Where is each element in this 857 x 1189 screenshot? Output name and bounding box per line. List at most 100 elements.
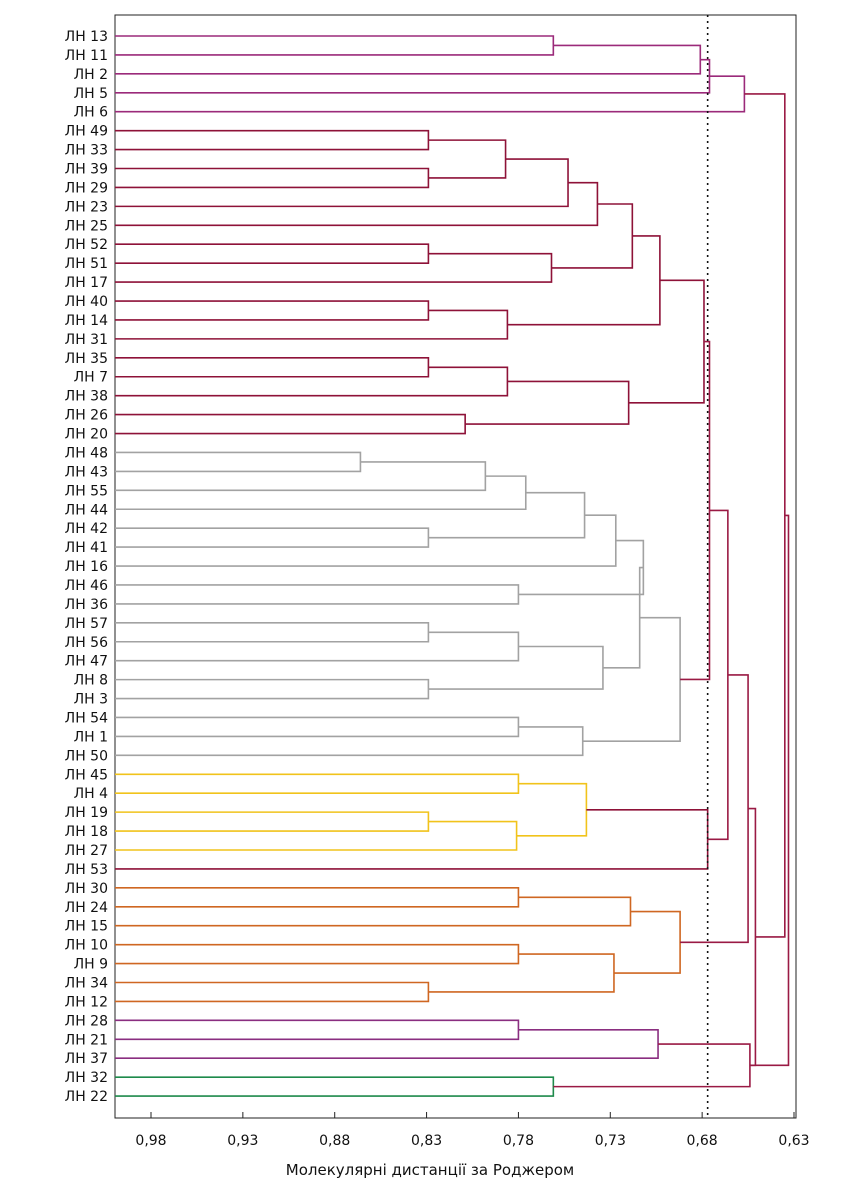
x-tick-label: 0,83 — [411, 1133, 442, 1149]
leaf-label: ЛН 18 — [65, 824, 108, 840]
x-axis-ticks: 0,98 0,93 0,88 0,83 0,78 0,73 0,68 0,63 — [135, 1112, 810, 1149]
dendrogram-link — [680, 340, 711, 681]
leaf-label: ЛН 15 — [65, 919, 108, 935]
dendrogram-link — [115, 252, 553, 283]
leaf-label: ЛН 41 — [65, 540, 108, 556]
dendrogram-link — [628, 279, 705, 404]
leaf-label: ЛН 50 — [65, 748, 108, 764]
leaf-label: ЛН 36 — [65, 597, 108, 613]
dendrogram-link — [516, 782, 588, 837]
dendrogram-link — [115, 357, 430, 378]
dendrogram-link — [748, 807, 757, 1067]
dendrogram-link — [115, 75, 746, 113]
dendrogram-link — [602, 566, 644, 669]
leaf-label: ЛН 48 — [65, 445, 108, 461]
dendrogram-link — [115, 129, 430, 151]
leaf-label: ЛН 54 — [65, 710, 108, 726]
leaf-label: ЛН 44 — [65, 502, 108, 518]
dendrogram-link — [115, 887, 520, 908]
dendrogram-link — [551, 203, 634, 269]
dendrogram-link — [115, 44, 702, 75]
dendrogram-link — [115, 808, 709, 870]
dendrogram-link — [115, 1019, 520, 1041]
leaf-label: ЛН 20 — [65, 427, 108, 443]
dendrogram-link — [115, 773, 520, 794]
leaf-label: ЛН 12 — [65, 994, 108, 1010]
leaf-label: ЛН 49 — [65, 124, 108, 140]
dendrogram-link — [115, 413, 466, 435]
leaf-label: ЛН 16 — [65, 559, 108, 575]
leaf-label: ЛН 46 — [65, 578, 108, 594]
dendrogram-link — [507, 235, 661, 326]
leaf-label: ЛН 51 — [65, 256, 108, 272]
dendrogram-link — [115, 167, 430, 189]
dendrogram-link — [744, 93, 786, 938]
dendrogram-link — [115, 158, 569, 208]
leaf-label: ЛН 38 — [65, 389, 108, 405]
x-tick-label: 0,88 — [319, 1133, 350, 1149]
dendrogram-link — [115, 896, 632, 927]
x-tick-label: 0,93 — [227, 1133, 258, 1149]
leaf-label: ЛН 57 — [65, 616, 108, 632]
dendrogram-link — [115, 1029, 659, 1060]
dendrogram-link — [518, 539, 645, 596]
x-tick-label: 0,63 — [778, 1133, 809, 1149]
leaf-label: ЛН 24 — [65, 900, 108, 916]
leaf-label: ЛН 29 — [65, 180, 108, 196]
x-tick-label: 0,73 — [595, 1133, 626, 1149]
leaf-label: ЛН 55 — [65, 483, 108, 499]
leaf-label: ЛН 23 — [65, 199, 108, 215]
dendrogram-link — [115, 475, 527, 511]
dendrogram-link — [115, 631, 520, 662]
leaf-label: ЛН 35 — [65, 351, 108, 367]
leaf-label: ЛН 11 — [65, 48, 108, 64]
x-tick-label: 0,78 — [503, 1133, 534, 1149]
leaf-label: ЛН 30 — [65, 881, 108, 897]
leaf-label: ЛН 3 — [74, 692, 108, 708]
leaf-label: ЛН 43 — [65, 464, 108, 480]
dendrogram-link — [613, 910, 681, 974]
dendrogram-link — [115, 820, 518, 851]
leaf-label: ЛН 42 — [65, 521, 108, 537]
dendrogram-link — [115, 366, 509, 397]
leaf-label: ЛН 21 — [65, 1032, 108, 1048]
leaf-label: ЛН 39 — [65, 162, 108, 178]
x-tick-label: 0,68 — [687, 1133, 718, 1149]
dendrogram-link — [115, 622, 430, 643]
dendrogram-link — [115, 1076, 555, 1097]
leaf-label: ЛН 2 — [74, 67, 108, 83]
leaf-label: ЛН 17 — [65, 275, 108, 291]
dendrogram-link — [115, 981, 430, 1003]
dendrogram-link — [115, 678, 430, 700]
leaf-label: ЛН 34 — [65, 976, 108, 992]
dendrogram-link — [749, 514, 790, 1067]
leaf-label: ЛН 56 — [65, 635, 108, 651]
leaf-label: ЛН 22 — [65, 1089, 108, 1105]
dendrogram-link — [428, 953, 615, 993]
leaf-label: ЛН 26 — [65, 408, 108, 424]
dendrogram-link — [115, 181, 599, 227]
leaf-label: ЛН 25 — [65, 218, 108, 234]
leaf-label: ЛН 9 — [74, 957, 108, 973]
dendrogram-link — [465, 380, 630, 425]
leaf-label: ЛН 5 — [74, 86, 108, 102]
leaf-label: ЛН 47 — [65, 654, 108, 670]
dendrogram-link — [553, 1043, 751, 1088]
leaf-label: ЛН 1 — [74, 729, 108, 745]
leaf-label: ЛН 13 — [65, 29, 108, 45]
dendrogram-link — [428, 491, 586, 539]
x-axis-title: Молекулярні дистанції за Роджером — [286, 1161, 574, 1179]
leaf-label: ЛН 52 — [65, 237, 108, 253]
dendrogram-link — [115, 716, 520, 738]
leaf-label: ЛН 33 — [65, 143, 108, 159]
dendrogram-link — [428, 139, 507, 179]
leaf-label: ЛН 8 — [74, 673, 108, 689]
dendrogram-link — [115, 514, 617, 567]
leaf-label: ЛН 32 — [65, 1070, 108, 1086]
leaf-label: ЛН 28 — [65, 1013, 108, 1029]
dendrogram-link — [115, 461, 487, 492]
dendrogram-link — [582, 616, 681, 742]
leaf-label: ЛН 4 — [74, 786, 109, 802]
leaf-label: ЛН 6 — [74, 105, 109, 121]
